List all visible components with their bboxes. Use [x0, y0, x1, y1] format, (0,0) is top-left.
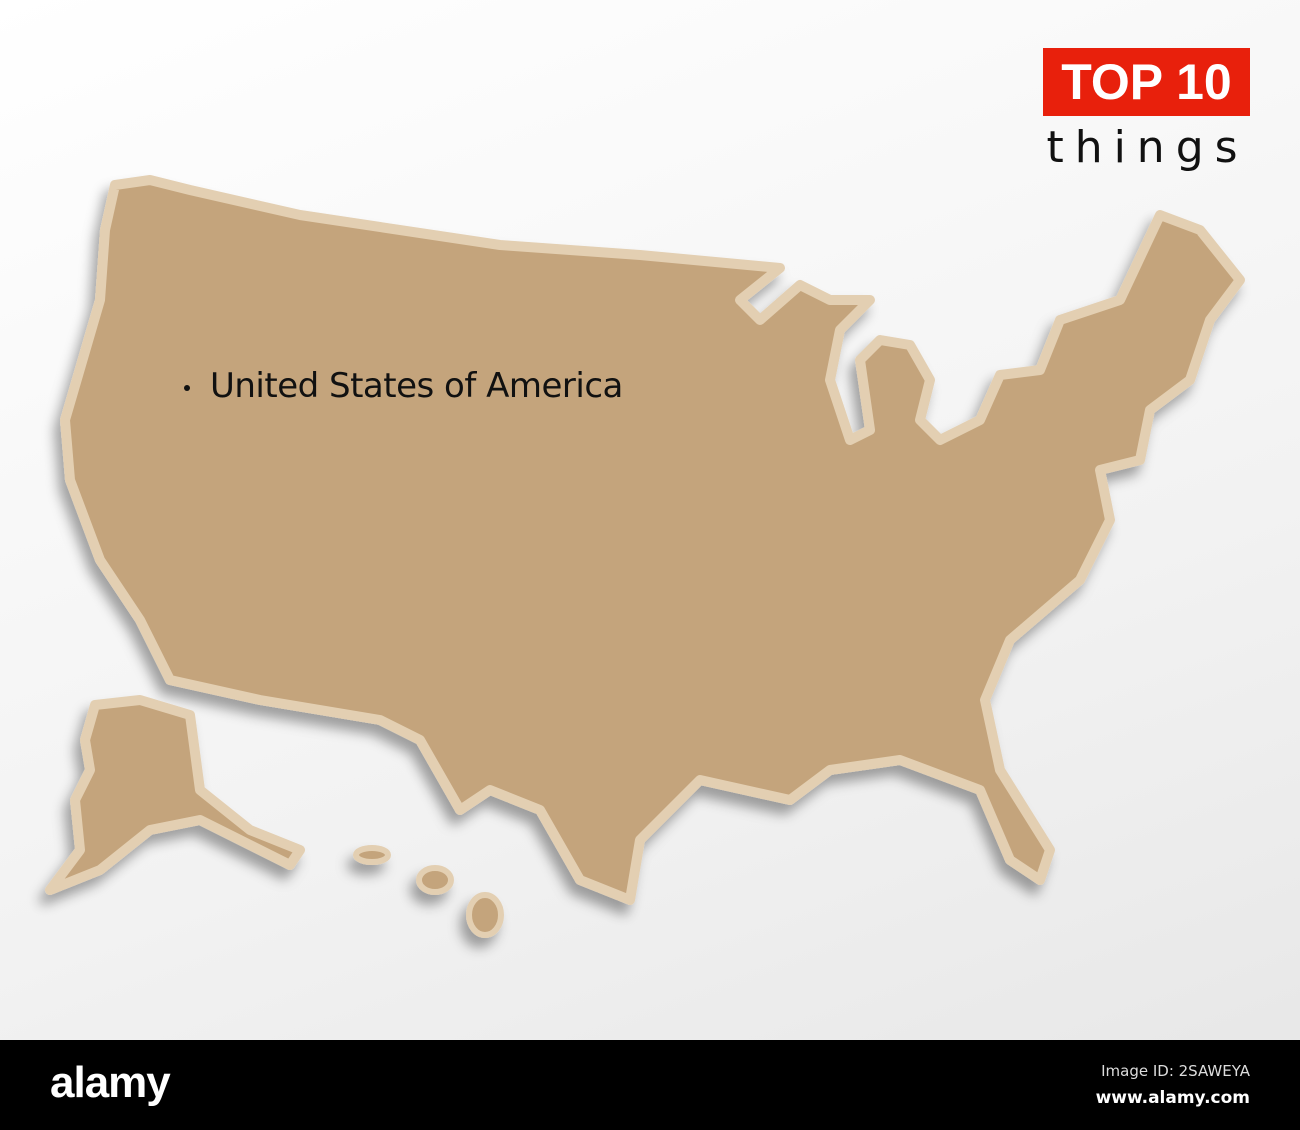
country-label: United States of America: [150, 366, 623, 406]
footer-bar: alamy Image ID: 2SAWEYA www.alamy.com: [0, 1040, 1300, 1130]
image-id: Image ID: 2SAWEYA: [1101, 1062, 1250, 1080]
hawaii-island: [353, 845, 391, 865]
badge-subtitle: things: [1046, 122, 1249, 173]
alaska-shape: [45, 695, 305, 895]
alamy-logo: alamy: [50, 1058, 171, 1107]
contiguous-us-shape: [60, 175, 1245, 905]
site-url: www.alamy.com: [1095, 1088, 1250, 1108]
hawaii-island: [466, 892, 504, 938]
hawaii-island: [416, 865, 454, 895]
country-label-text: United States of America: [210, 366, 623, 406]
usa-map: [45, 175, 1245, 938]
location-dot: [184, 384, 190, 391]
top10-badge: TOP 10: [1043, 48, 1250, 116]
